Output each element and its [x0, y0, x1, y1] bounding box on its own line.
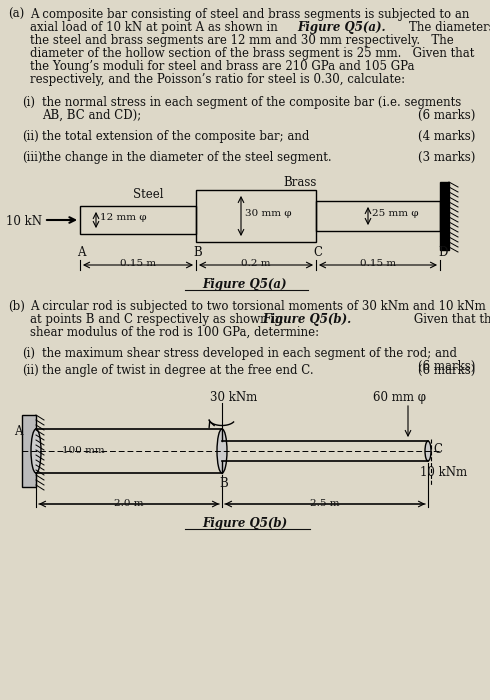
- Text: C: C: [433, 443, 442, 456]
- Text: B: B: [219, 477, 228, 490]
- Text: 60 mm φ: 60 mm φ: [373, 391, 426, 404]
- Text: the total extension of the composite bar; and: the total extension of the composite bar…: [42, 130, 309, 143]
- Text: A: A: [14, 425, 23, 438]
- Bar: [80, 206, 196, 234]
- Text: diameter of the hollow section of the brass segment is 25 mm.   Given that: diameter of the hollow section of the br…: [30, 47, 474, 60]
- Text: shear modulus of the rod is 100 GPa, determine:: shear modulus of the rod is 100 GPa, det…: [30, 326, 319, 339]
- Text: 10 kN: 10 kN: [6, 215, 42, 228]
- Bar: [196, 190, 316, 242]
- Text: the angle of twist in degree at the free end C.: the angle of twist in degree at the free…: [42, 364, 314, 377]
- Text: Figure Q5(b).: Figure Q5(b).: [262, 313, 351, 326]
- Text: (6 marks): (6 marks): [418, 360, 475, 373]
- Text: (a): (a): [8, 8, 24, 21]
- Text: (ii): (ii): [22, 364, 39, 377]
- Text: 10 kNm: 10 kNm: [420, 466, 467, 479]
- Text: the steel and brass segments are 12 mm and 30 mm respectively.   The: the steel and brass segments are 12 mm a…: [30, 34, 454, 47]
- Text: 0.2 m: 0.2 m: [241, 259, 271, 268]
- Text: axial load of 10 kN at point A as shown in                                   The: axial load of 10 kN at point A as shown …: [30, 21, 490, 34]
- Text: 2.5 m: 2.5 m: [310, 499, 340, 508]
- Text: A: A: [77, 246, 85, 259]
- Text: 100 mm: 100 mm: [62, 446, 105, 455]
- Text: 0.15 m: 0.15 m: [120, 259, 156, 268]
- Text: the maximum shear stress developed in each segment of the rod; and: the maximum shear stress developed in ea…: [42, 347, 457, 360]
- Text: (4 marks): (4 marks): [418, 130, 475, 143]
- Text: 25 mm φ: 25 mm φ: [372, 209, 418, 218]
- Text: (b): (b): [8, 300, 25, 313]
- Text: at points B and C respectively as shown in                                   Giv: at points B and C respectively as shown …: [30, 313, 490, 326]
- Text: 2.0 m: 2.0 m: [114, 499, 144, 508]
- Text: D: D: [438, 246, 447, 259]
- Text: AB, BC and CD);: AB, BC and CD);: [42, 109, 141, 122]
- Text: (6 marks): (6 marks): [418, 364, 475, 377]
- Text: B: B: [193, 246, 202, 259]
- Text: (6 marks): (6 marks): [418, 109, 475, 122]
- Text: A circular rod is subjected to two torsional moments of 30 kNm and 10 kNm: A circular rod is subjected to two torsi…: [30, 300, 486, 313]
- Text: the normal stress in each segment of the composite bar (i.e. segments: the normal stress in each segment of the…: [42, 96, 461, 109]
- Text: 30 kNm: 30 kNm: [210, 391, 257, 404]
- Text: (iii): (iii): [22, 151, 43, 164]
- Text: (ii): (ii): [22, 130, 39, 143]
- Text: (3 marks): (3 marks): [418, 151, 475, 164]
- Text: Figure Q5(b): Figure Q5(b): [202, 517, 288, 530]
- Text: Brass: Brass: [283, 176, 317, 189]
- Text: the change in the diameter of the steel segment.: the change in the diameter of the steel …: [42, 151, 332, 164]
- Text: respectively, and the Poisson’s ratio for steel is 0.30, calculate:: respectively, and the Poisson’s ratio fo…: [30, 73, 405, 86]
- Text: the Young’s moduli for steel and brass are 210 GPa and 105 GPa: the Young’s moduli for steel and brass a…: [30, 60, 415, 73]
- Bar: [316, 201, 440, 231]
- Ellipse shape: [217, 429, 227, 473]
- Text: (i): (i): [22, 96, 35, 109]
- Text: Figure Q5(a): Figure Q5(a): [203, 278, 287, 291]
- Text: Figure Q5(a).: Figure Q5(a).: [297, 21, 386, 34]
- Text: 12 mm φ: 12 mm φ: [100, 214, 147, 223]
- Text: C: C: [313, 246, 322, 259]
- Ellipse shape: [31, 429, 41, 473]
- Text: A composite bar consisting of steel and brass segments is subjected to an: A composite bar consisting of steel and …: [30, 8, 469, 21]
- Text: (i): (i): [22, 347, 35, 360]
- Bar: [22, 415, 36, 487]
- Text: 30 mm φ: 30 mm φ: [245, 209, 292, 218]
- Text: 0.15 m: 0.15 m: [360, 259, 396, 268]
- Text: Steel: Steel: [133, 188, 163, 201]
- Ellipse shape: [425, 441, 431, 461]
- Bar: [440, 182, 449, 250]
